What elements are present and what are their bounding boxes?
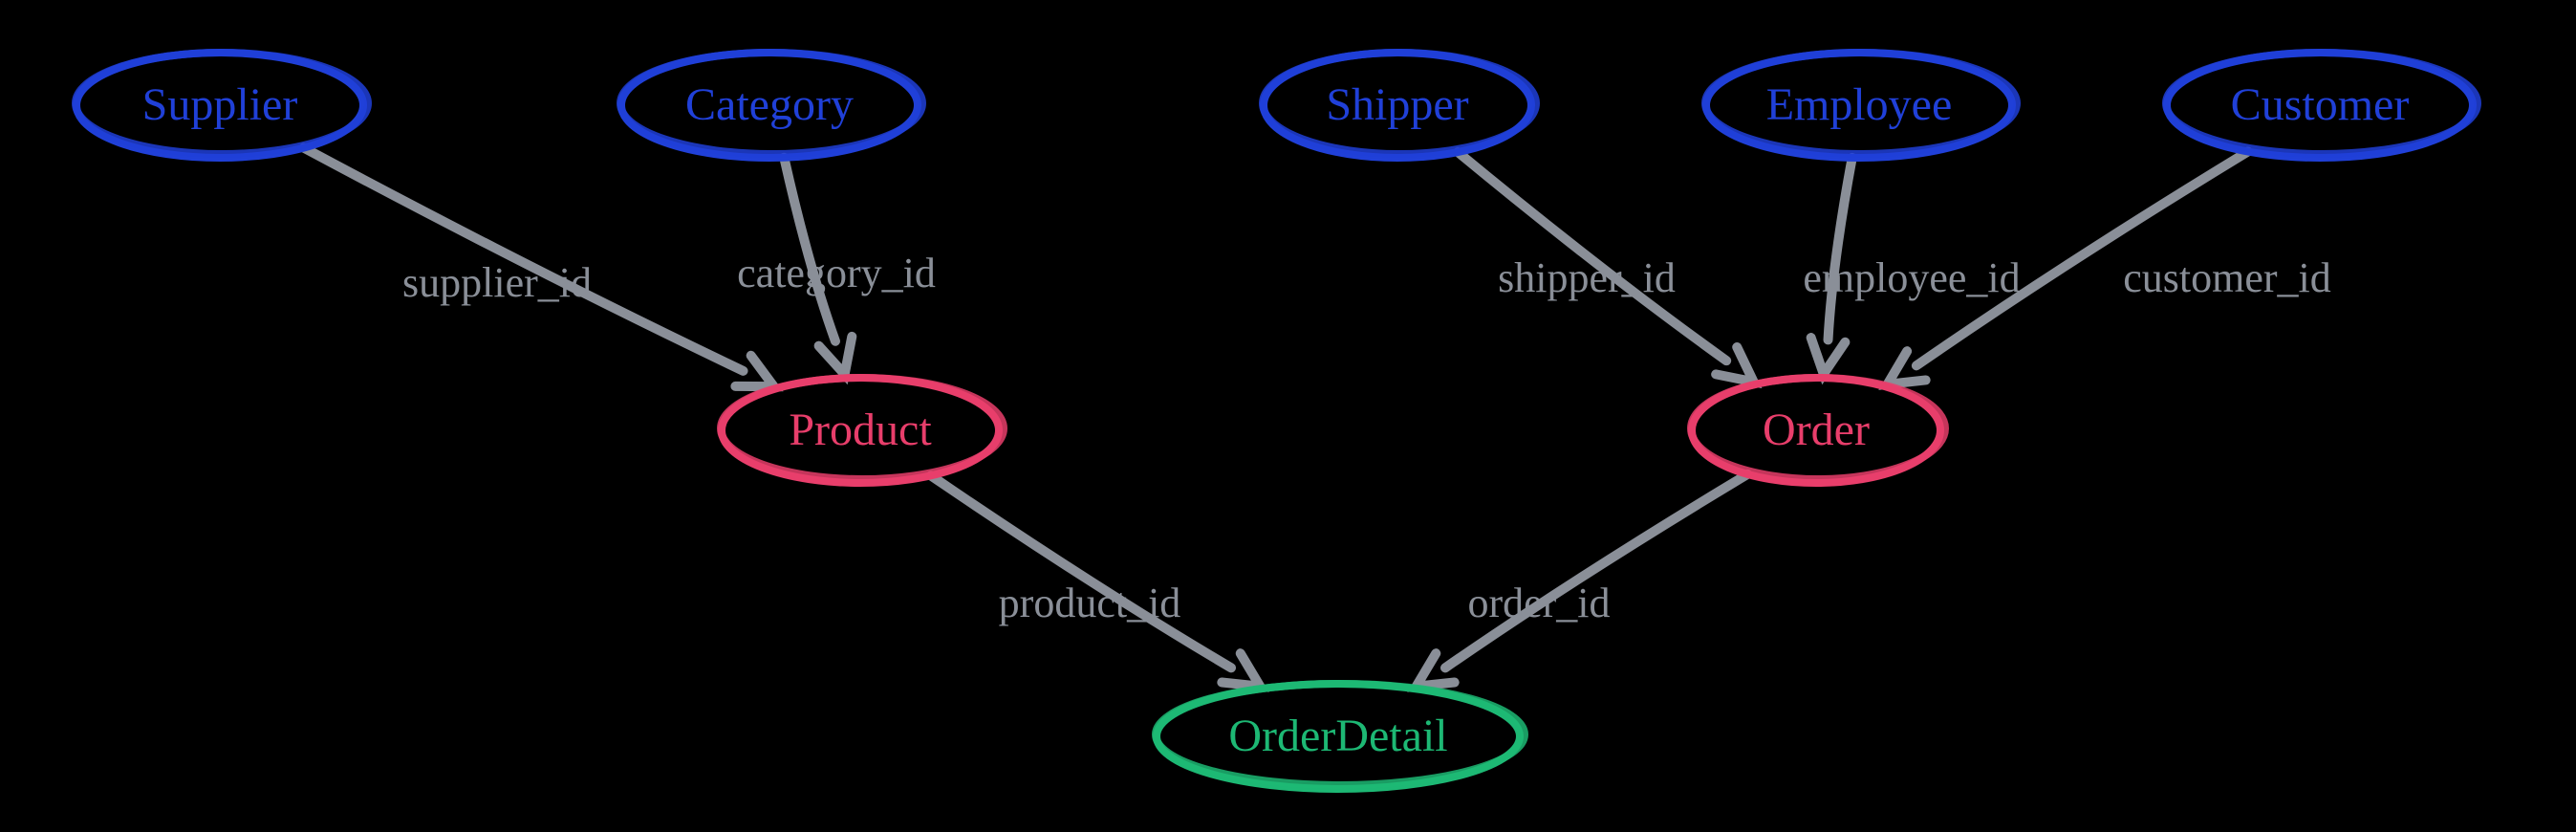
edge-product-orderdetail bbox=[931, 475, 1231, 668]
node-label-shipper: Shipper bbox=[1326, 79, 1468, 130]
edge-label-employee-order: employee_id bbox=[1803, 254, 2020, 301]
edge-label-product-orderdetail: product_id bbox=[999, 580, 1181, 626]
node-label-customer: Customer bbox=[2231, 79, 2410, 130]
node-label-supplier: Supplier bbox=[142, 79, 298, 130]
edge-label-customer-order: customer_id bbox=[2123, 254, 2331, 301]
edge-order-orderdetail bbox=[1445, 474, 1747, 668]
node-label-orderdetail: OrderDetail bbox=[1228, 711, 1447, 761]
node-label-employee: Employee bbox=[1766, 79, 1953, 130]
edge-label-supplier-product: supplier_id bbox=[402, 259, 592, 306]
edge-label-order-orderdetail: order_id bbox=[1467, 580, 1610, 626]
edge-label-shipper-order: shipper_id bbox=[1498, 254, 1676, 301]
entity-relationship-diagram: supplier_id category_id shipper_id employee… bbox=[0, 0, 2576, 832]
node-label-category: Category bbox=[685, 79, 854, 130]
node-label-product: Product bbox=[789, 405, 932, 455]
edge-label-category-product: category_id bbox=[737, 250, 936, 296]
edge-employee-order bbox=[1829, 158, 1852, 339]
node-label-order: Order bbox=[1763, 405, 1870, 455]
